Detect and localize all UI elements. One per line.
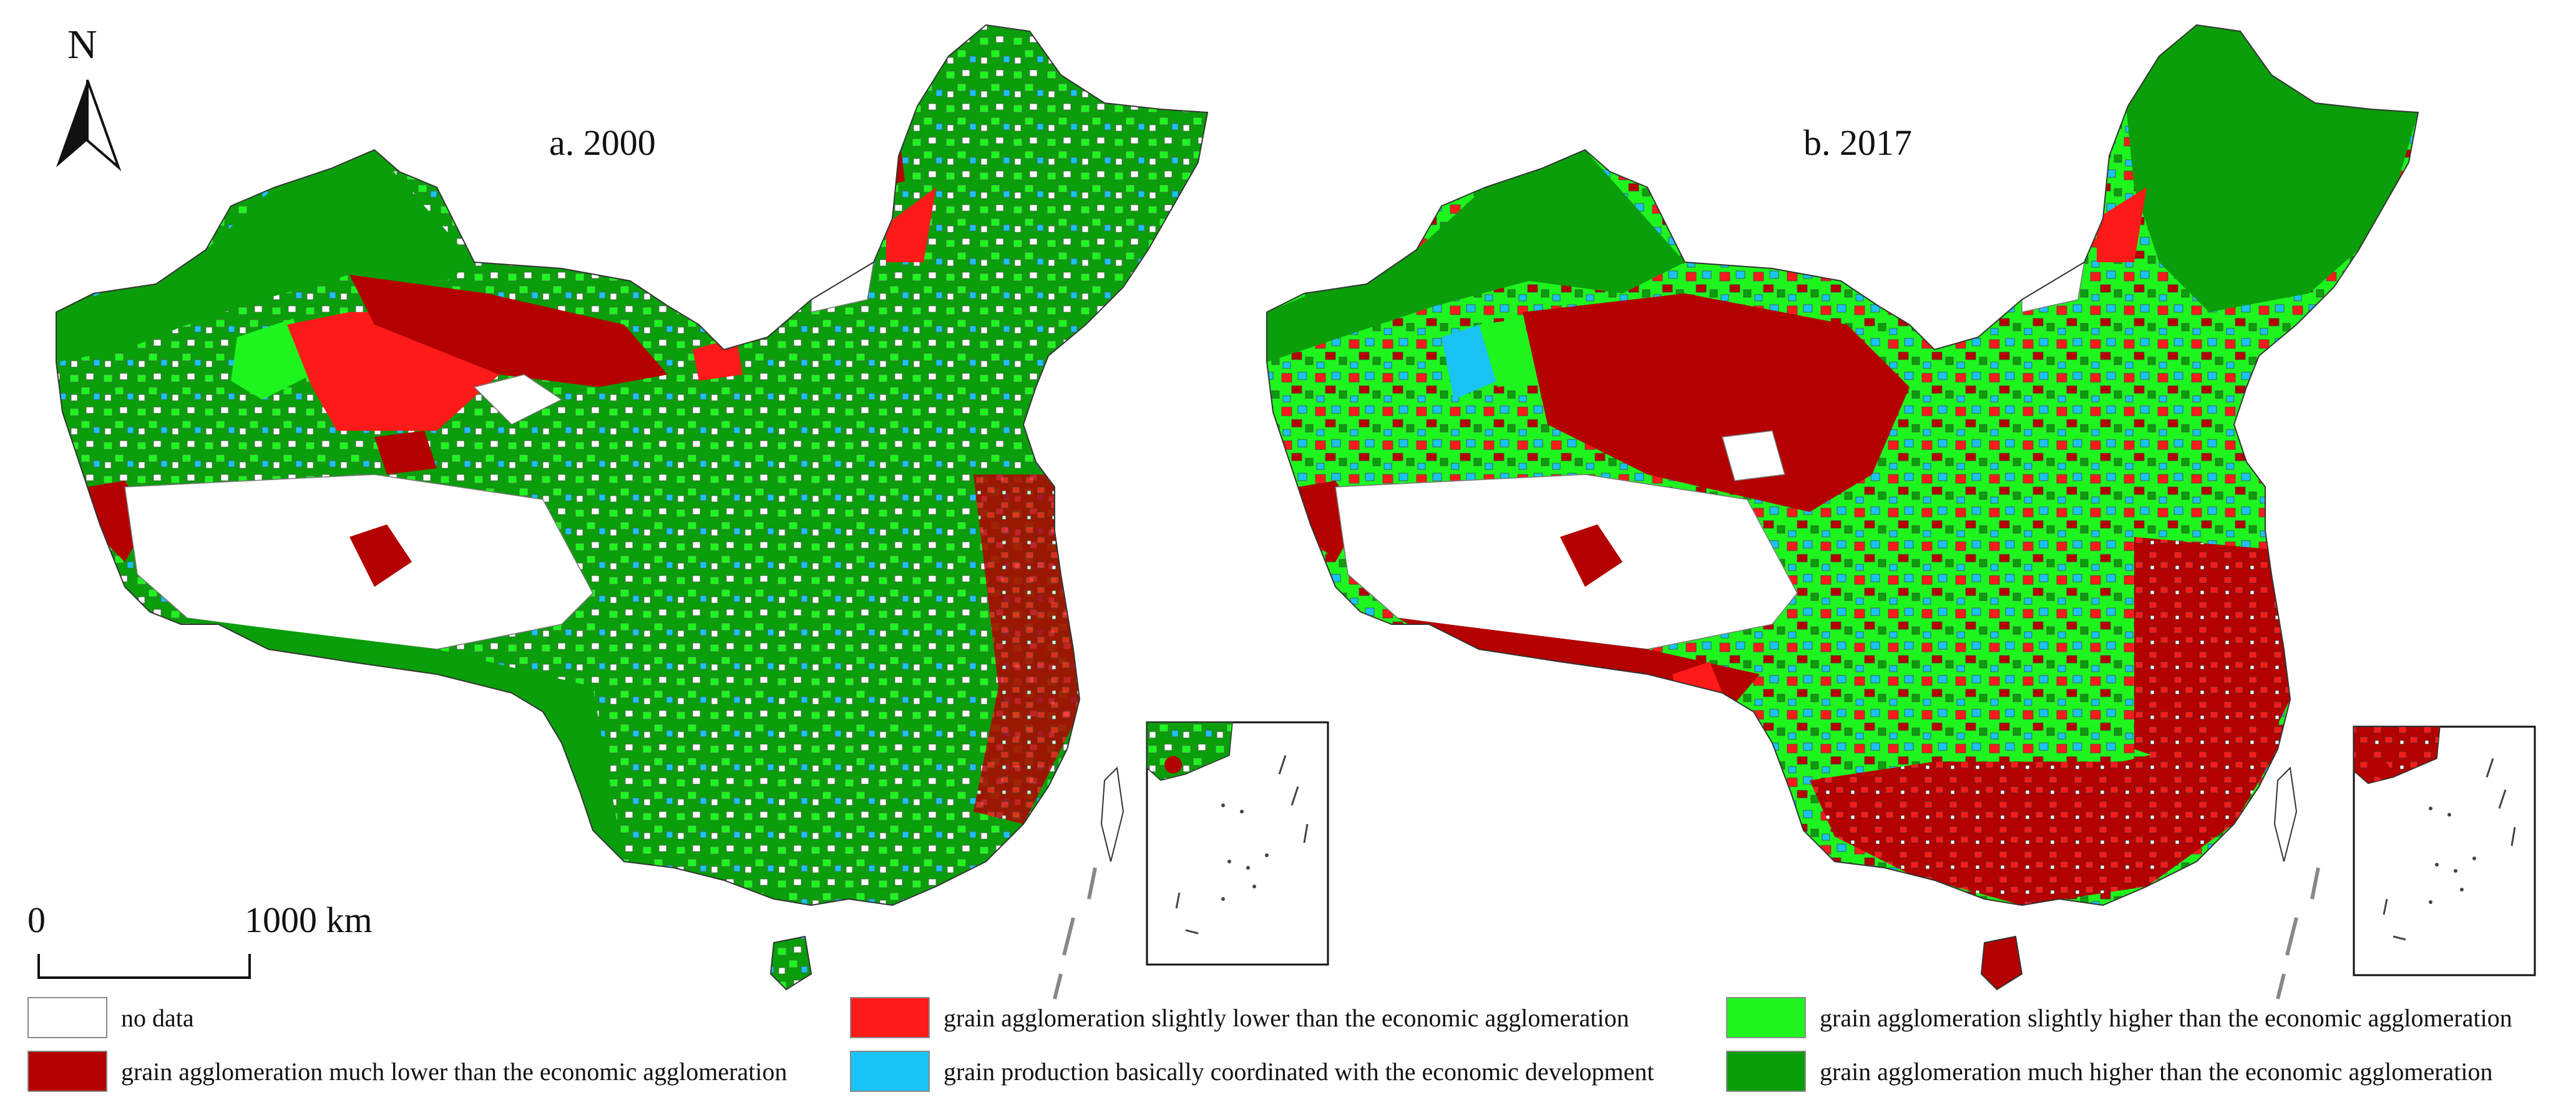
legend-item-slightly-higher: grain agglomeration slightly higher than…	[1726, 995, 2512, 1040]
legend-label-coordinated: grain production basically coordinated w…	[944, 1057, 1654, 1086]
legend-swatch-slightly-higher	[1726, 997, 1806, 1038]
taiwan-outline-2000	[1100, 766, 1125, 862]
region-tibet-2000	[124, 474, 593, 650]
map-title-2000: a. 2000	[549, 122, 656, 163]
legend-swatch-much-higher	[1726, 1051, 1806, 1092]
region-tibet-patch-2000	[349, 524, 412, 587]
scale-end-label: 1000 km	[245, 900, 373, 940]
region-xinjiang-north-2000	[56, 150, 474, 362]
region-inner-mongolia-patch-2017	[2097, 187, 2147, 262]
legend-item-slightly-lower: grain agglomeration slightly lower than …	[850, 995, 1629, 1040]
region-white-patch-2017	[1722, 430, 1785, 481]
south-china-sea-inset-2000	[1146, 721, 1329, 966]
region-tibet-2017	[1335, 474, 1798, 650]
dashed-boundary-2017	[2310, 867, 2320, 900]
map-title-2017: b. 2017	[1803, 122, 1912, 163]
region-white-patch-2000	[473, 374, 563, 425]
legend-label-no-data: no data	[121, 1003, 194, 1032]
region-west-dark-red-2017	[1523, 293, 1910, 512]
region-tibet-patch-2017	[1560, 524, 1622, 587]
hainan-island-2017	[1980, 935, 2023, 991]
legend-swatch-coordinated	[850, 1051, 930, 1092]
north-arrow-icon	[56, 79, 122, 172]
map-2017	[1266, 24, 2536, 1000]
legend-swatch-slightly-lower	[850, 997, 930, 1038]
region-southeast-coast-2017	[2134, 537, 2290, 787]
taiwan-outline-2017	[2273, 766, 2298, 862]
legend-item-much-lower: grain agglomeration much lower than the …	[27, 1049, 787, 1094]
region-qaidam-2000	[374, 431, 437, 474]
scale-start-label: 0	[27, 900, 46, 940]
legend-item-coordinated: grain production basically coordinated w…	[850, 1049, 1654, 1094]
region-xinjiang-green-2017	[1479, 318, 1541, 387]
region-xinjiang-north-2017	[1267, 150, 1685, 362]
legend-swatch-no-data	[27, 997, 107, 1038]
hainan-island-2000	[769, 935, 812, 991]
scale-bar	[37, 954, 251, 979]
south-china-sea-inset-2017	[2353, 725, 2536, 976]
region-gansu-2000	[349, 275, 668, 387]
dashed-boundary-2000	[1087, 867, 1097, 900]
region-southeast-coast-2000	[973, 474, 1086, 824]
legend-swatch-much-lower	[27, 1051, 107, 1092]
legend-label-much-lower: grain agglomeration much lower than the …	[121, 1057, 788, 1086]
region-northeast-patch-2000	[874, 131, 905, 187]
legend-label-slightly-higher: grain agglomeration slightly higher than…	[1820, 1003, 2512, 1032]
north-label: N	[67, 22, 97, 67]
region-northeast-2017	[2122, 25, 2418, 312]
map-2000	[56, 24, 1329, 1000]
legend-label-slightly-lower: grain agglomeration slightly lower than …	[944, 1003, 1629, 1032]
legend-label-much-higher: grain agglomeration much higher than the…	[1820, 1057, 2493, 1086]
legend-item-no-data: no data	[27, 995, 194, 1040]
region-xinjiang-strip-2017	[1442, 325, 1498, 400]
region-inner-mongolia-patch-2000	[886, 187, 936, 262]
legend-item-much-higher: grain agglomeration much higher than the…	[1726, 1049, 2493, 1094]
region-xinjiang-strip-2000	[231, 318, 312, 400]
region-south-china-2017	[1810, 724, 2284, 905]
